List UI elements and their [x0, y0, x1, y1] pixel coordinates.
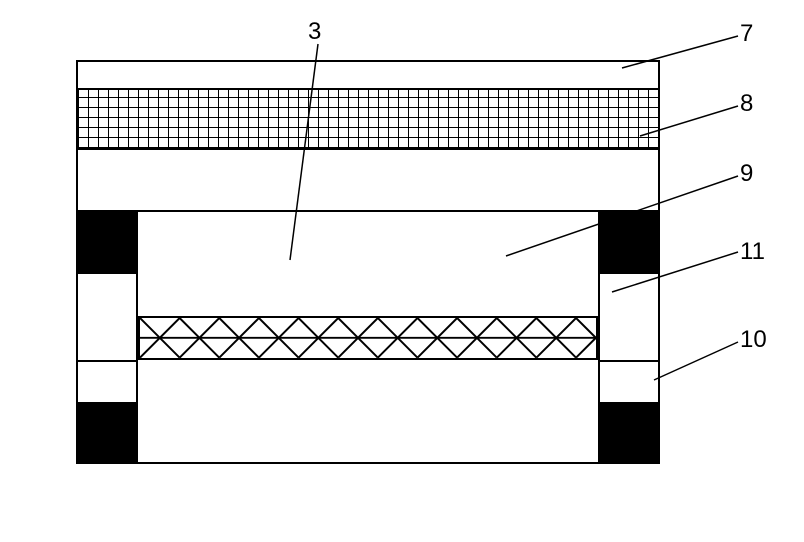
gap-below-grid	[78, 150, 658, 212]
pillar-block	[598, 316, 658, 360]
chevron-hatch-icon	[140, 318, 596, 358]
layer-8-grid	[78, 90, 658, 150]
cross-section	[76, 60, 660, 464]
leader-10	[654, 342, 738, 380]
diagram-container: 3 7 8 9 11 10	[20, 20, 804, 522]
pillar-block	[598, 402, 658, 462]
layer-11-hatched	[138, 316, 598, 360]
label-9: 9	[740, 160, 753, 188]
pillar-block	[598, 274, 658, 318]
pillar-left	[78, 212, 138, 462]
pillar-block	[78, 360, 138, 406]
pillar-block	[78, 316, 138, 360]
pillar-block	[78, 274, 138, 318]
label-11: 11	[740, 238, 765, 266]
pillar-block	[78, 212, 138, 276]
label-3: 3	[308, 18, 321, 46]
pillar-block	[78, 402, 138, 462]
pillar-block	[598, 212, 658, 276]
label-8: 8	[740, 90, 753, 118]
pillar-right	[598, 212, 658, 462]
main-cavity	[78, 212, 658, 462]
label-10: 10	[740, 326, 767, 354]
label-7: 7	[740, 20, 753, 48]
layer-7	[78, 62, 658, 90]
pillar-block	[598, 360, 658, 406]
